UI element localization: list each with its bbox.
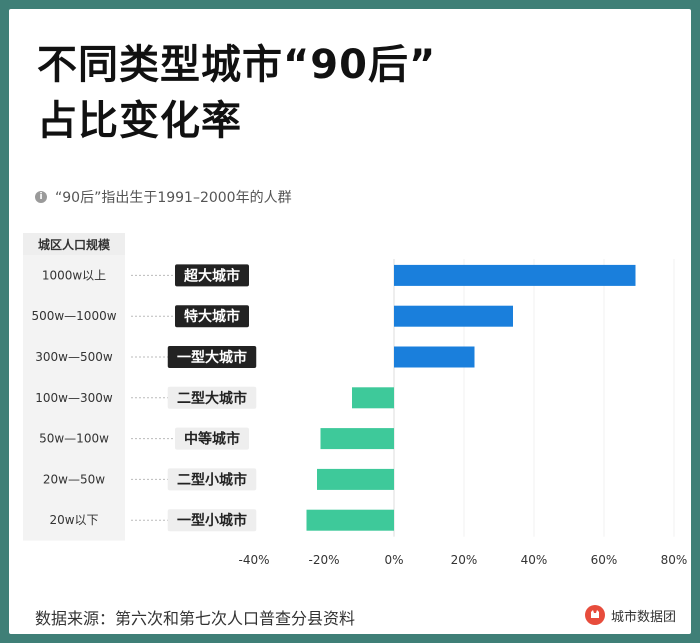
category-label: 二型大城市 — [177, 390, 247, 407]
row-header-bg — [23, 233, 125, 255]
category-label: 中等城市 — [184, 431, 240, 448]
category-label-bg — [175, 305, 249, 328]
x-tick-label: 40% — [521, 553, 548, 567]
bar — [394, 305, 513, 327]
title-line-1: 不同类型城市“90后” — [37, 42, 437, 88]
bar — [320, 428, 394, 450]
x-tick-label: -20% — [308, 553, 339, 567]
bar — [306, 509, 394, 531]
title-line-2: 占比变化率 — [37, 98, 242, 144]
source-note: 数据来源：第六次和第七次人口普查分县资料 — [35, 609, 356, 628]
size-label: 20w—50w — [43, 472, 105, 486]
row-labels-bg — [23, 255, 125, 541]
brand-logo: 城市数据团 — [585, 605, 676, 625]
x-tick-label: 60% — [591, 553, 618, 567]
chart-card: 不同类型城市“90后” 占比变化率 i “90后”指出生于1991–2000年的… — [9, 9, 691, 634]
row-header: 城区人口规模 — [38, 237, 111, 252]
size-label: 500w—1000w — [31, 309, 116, 323]
category-label: 特大城市 — [184, 308, 240, 325]
size-label: 50w—100w — [39, 432, 109, 446]
x-tick-label: 80% — [661, 553, 688, 567]
bar — [394, 346, 475, 368]
bar-chart: 城区人口规模 1000w以上 超大城市 500w—1000w 特大城市 300w—500w… — [23, 233, 688, 567]
category-label-bg — [175, 427, 249, 450]
category-label-bg — [175, 264, 249, 287]
cat-logo-icon — [585, 605, 605, 625]
x-tick-label: -40% — [238, 553, 269, 567]
size-label: 1000w以上 — [42, 268, 106, 282]
category-label-bg — [167, 346, 257, 368]
category-label-bg — [167, 386, 257, 409]
definition-note: i “90后”指出生于1991–2000年的人群 — [35, 187, 292, 207]
info-icon: i — [35, 191, 47, 203]
size-label: 100w—300w — [35, 391, 113, 405]
category-label: 一型小城市 — [177, 512, 247, 529]
x-tick-label: 0% — [384, 553, 403, 567]
size-label: 20w以下 — [49, 513, 98, 527]
category-label-bg — [167, 509, 257, 532]
logo-text: 城市数据团 — [611, 609, 677, 625]
bar — [352, 387, 394, 409]
category-label: 超大城市 — [183, 267, 240, 284]
chart-title: 不同类型城市“90后” 占比变化率 — [37, 37, 436, 149]
bar — [394, 264, 636, 286]
note-text: “90后”指出生于1991–2000年的人群 — [55, 190, 292, 206]
size-label: 300w—500w — [35, 350, 113, 364]
bar — [317, 468, 394, 490]
category-label: 一型大城市 — [177, 349, 247, 366]
category-label: 二型小城市 — [177, 471, 247, 488]
x-tick-label: 20% — [451, 553, 478, 567]
category-label-bg — [167, 468, 257, 491]
